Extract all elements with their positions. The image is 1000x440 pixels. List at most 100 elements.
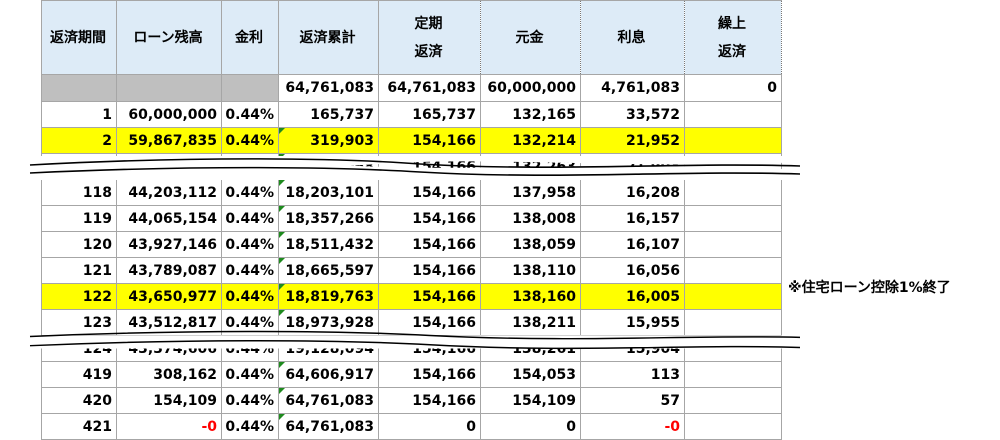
cell-prepay [684, 283, 782, 310]
cell-principal: 0 [480, 413, 581, 440]
cell-period: 120 [41, 231, 117, 258]
summary-principal: 60,000,000 [480, 74, 581, 102]
cell-cumulative: 18,511,432 [278, 231, 379, 258]
cell-period: 2 [41, 127, 117, 154]
cell-cumulative: 18,665,597 [278, 257, 379, 284]
cell-prepay [684, 205, 782, 232]
cell-prepay [684, 257, 782, 284]
cell-period: 118 [41, 179, 117, 206]
header-rate: 金利 [221, 0, 279, 75]
cell-interest: 113 [580, 361, 685, 388]
table-row: 118 44,203,112 0.44% 18,203,101 154,166 137,9… [41, 179, 782, 206]
cell-interest: 16,208 [580, 179, 685, 206]
cell-period: 119 [41, 205, 117, 232]
cell-period: 1 [41, 101, 117, 128]
table-row: 2 59,867,835 0.44% 319,903 154,166 132,214 21,… [41, 127, 782, 154]
row-break-bottom [0, 330, 801, 350]
cell-cumulative: 18,819,763 [278, 283, 379, 310]
cell-rate: 0.44% [221, 231, 279, 258]
cell-prepay [684, 413, 782, 440]
cell-balance: 43,789,087 [116, 257, 222, 284]
cell-rate: 0.44% [221, 127, 279, 154]
cell-regular: 154,166 [378, 283, 481, 310]
cell-cumulative: 319,903 [278, 127, 379, 154]
cell-interest: 16,157 [580, 205, 685, 232]
cell-prepay [684, 179, 782, 206]
cell-prepay [684, 309, 782, 336]
cell-prepay [684, 127, 782, 154]
row-break-top [0, 156, 801, 180]
cell-regular: 154,166 [378, 361, 481, 388]
header-regular-line1: 定期 [414, 15, 443, 32]
cell-principal: 154,109 [480, 387, 581, 414]
table-row: 1 60,000,000 0.44% 165,737 165,737 132,165 33,… [41, 101, 782, 128]
cell-regular: 154,166 [378, 205, 481, 232]
header-period: 返済期間 [41, 0, 117, 75]
cell-interest: 57 [580, 387, 685, 414]
cell-cumulative: 18,203,101 [278, 179, 379, 206]
table-row: 419 308,162 0.44% 64,606,917 154,166 154,053 1… [41, 361, 782, 388]
cell-regular: 154,166 [378, 387, 481, 414]
cell-interest: -0 [580, 413, 685, 440]
table-row: 121 43,789,087 0.44% 18,665,597 154,166 138,1… [41, 257, 782, 284]
header-prepay-line2: 返済 [718, 43, 746, 60]
header-prepay: 繰上 返済 [684, 0, 782, 75]
table-row: 120 43,927,146 0.44% 18,511,432 154,166 138,0… [41, 231, 782, 258]
cell-period: 420 [41, 387, 117, 414]
summary-cumulative: 64,761,083 [278, 74, 379, 102]
cell-interest: 15,955 [580, 309, 685, 336]
cell-cumulative: 165,737 [278, 101, 379, 128]
cell-principal: 138,110 [480, 257, 581, 284]
header-cumulative: 返済累計 [278, 0, 379, 75]
cell-period: 122 [41, 283, 117, 310]
header-interest: 利息 [580, 0, 685, 75]
cell-interest: 21,952 [580, 127, 685, 154]
cell-interest: 33,572 [580, 101, 685, 128]
header-regular: 定期 返済 [378, 0, 481, 75]
header-prepay-line1: 繰上 [718, 15, 746, 32]
cell-rate: 0.44% [221, 179, 279, 206]
cell-interest: 16,056 [580, 257, 685, 284]
cell-rate: 0.44% [221, 205, 279, 232]
loan-schedule-table: 返済期間 ローン残高 金利 返済累計 定期 返済 元金 利息 繰上 返済 64,… [41, 0, 782, 440]
cell-cumulative: 18,357,266 [278, 205, 379, 232]
summary-row: 64,761,083 64,761,083 60,000,000 4,761,0… [41, 74, 782, 102]
cell-cumulative: 64,761,083 [278, 387, 379, 414]
cell-principal: 138,059 [480, 231, 581, 258]
cell-cumulative: 64,606,917 [278, 361, 379, 388]
summary-prepay: 0 [684, 74, 782, 102]
cell-regular: 154,166 [378, 257, 481, 284]
cell-balance: 60,000,000 [116, 101, 222, 128]
header-principal: 元金 [480, 0, 581, 75]
cell-balance: 43,927,146 [116, 231, 222, 258]
cell-principal: 138,008 [480, 205, 581, 232]
table-row: 123 43,512,817 0.44% 18,973,928 154,166 138,2… [41, 309, 782, 336]
cell-balance: 43,650,977 [116, 283, 222, 310]
table-row: 420 154,109 0.44% 64,761,083 154,166 154,109 5… [41, 387, 782, 414]
cell-balance: -0 [116, 413, 222, 440]
cell-regular: 165,737 [378, 101, 481, 128]
header-row: 返済期間 ローン残高 金利 返済累計 定期 返済 元金 利息 繰上 返済 [41, 0, 782, 75]
cell-principal: 138,211 [480, 309, 581, 336]
cell-prepay [684, 231, 782, 258]
cell-regular: 0 [378, 413, 481, 440]
cell-regular: 154,166 [378, 231, 481, 258]
cell-balance: 308,162 [116, 361, 222, 388]
cell-prepay [684, 101, 782, 128]
cell-balance: 44,203,112 [116, 179, 222, 206]
table-row: 119 44,065,154 0.44% 18,357,266 154,166 138,0… [41, 205, 782, 232]
summary-rate-cell [221, 74, 279, 102]
cell-interest: 16,005 [580, 283, 685, 310]
cell-prepay [684, 361, 782, 388]
cell-principal: 154,053 [480, 361, 581, 388]
table-row: 421 -0 0.44% 64,761,083 0 0 -0 [41, 413, 782, 440]
cell-regular: 154,166 [378, 127, 481, 154]
summary-regular: 64,761,083 [378, 74, 481, 102]
cell-rate: 0.44% [221, 101, 279, 128]
cell-principal: 138,160 [480, 283, 581, 310]
cell-prepay [684, 387, 782, 414]
cell-balance: 59,867,835 [116, 127, 222, 154]
cell-rate: 0.44% [221, 413, 279, 440]
header-regular-line2: 返済 [414, 43, 443, 60]
cell-balance: 44,065,154 [116, 205, 222, 232]
